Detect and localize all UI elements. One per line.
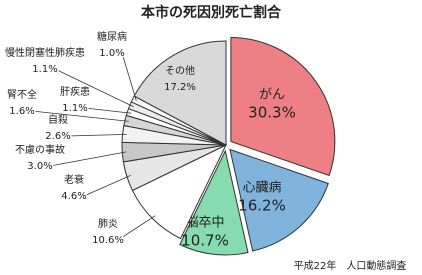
slice-label: 心臓病 — [242, 181, 281, 196]
leader-line — [84, 107, 132, 114]
leader-line — [31, 110, 129, 122]
slice-label: 肝疾患 — [60, 85, 90, 98]
leader-line — [83, 174, 131, 197]
slice-label: 慢性閉塞性肺疾患 — [5, 46, 85, 59]
slice-label: 自殺 — [48, 113, 68, 126]
slice-label: 老衰 — [64, 173, 84, 186]
value-label: 1.1% — [32, 64, 57, 75]
value-label: 30.3% — [248, 104, 296, 122]
leader-line — [117, 215, 156, 241]
slice-label: 肺炎 — [98, 218, 118, 230]
leader-line — [121, 52, 137, 101]
value-label: 17.2% — [164, 82, 196, 93]
pie-slice — [133, 40, 227, 146]
slice-label: その他 — [165, 64, 195, 77]
value-label: 1.6% — [9, 106, 34, 117]
leader-line — [49, 151, 127, 167]
value-label: 3.0% — [27, 161, 52, 172]
pie-slice — [229, 148, 329, 252]
value-label: 16.2% — [238, 197, 286, 215]
leader-line — [67, 133, 127, 137]
slice-label: 脳卒中 — [185, 216, 224, 231]
source-note: 平成22年 人口動態調査 — [294, 259, 407, 272]
value-label: 1.1% — [62, 103, 87, 114]
value-label: 10.6% — [92, 235, 124, 246]
leader-line — [54, 68, 134, 108]
slice-label: 腎不全 — [7, 88, 37, 101]
slice-label: 糖尿病 — [97, 30, 127, 43]
pie-slice — [131, 143, 228, 240]
chart-title: 本市の死因別死亡割合 — [141, 4, 282, 21]
pie-slice — [230, 37, 336, 177]
value-label: 2.6% — [45, 131, 70, 142]
value-label: 1.0% — [99, 48, 124, 59]
pie-slice — [179, 149, 249, 256]
value-label: 4.6% — [61, 191, 86, 202]
slice-label: がん — [259, 88, 285, 103]
value-label: 10.7% — [181, 232, 229, 250]
slice-label: 不慮の事故 — [15, 143, 65, 156]
